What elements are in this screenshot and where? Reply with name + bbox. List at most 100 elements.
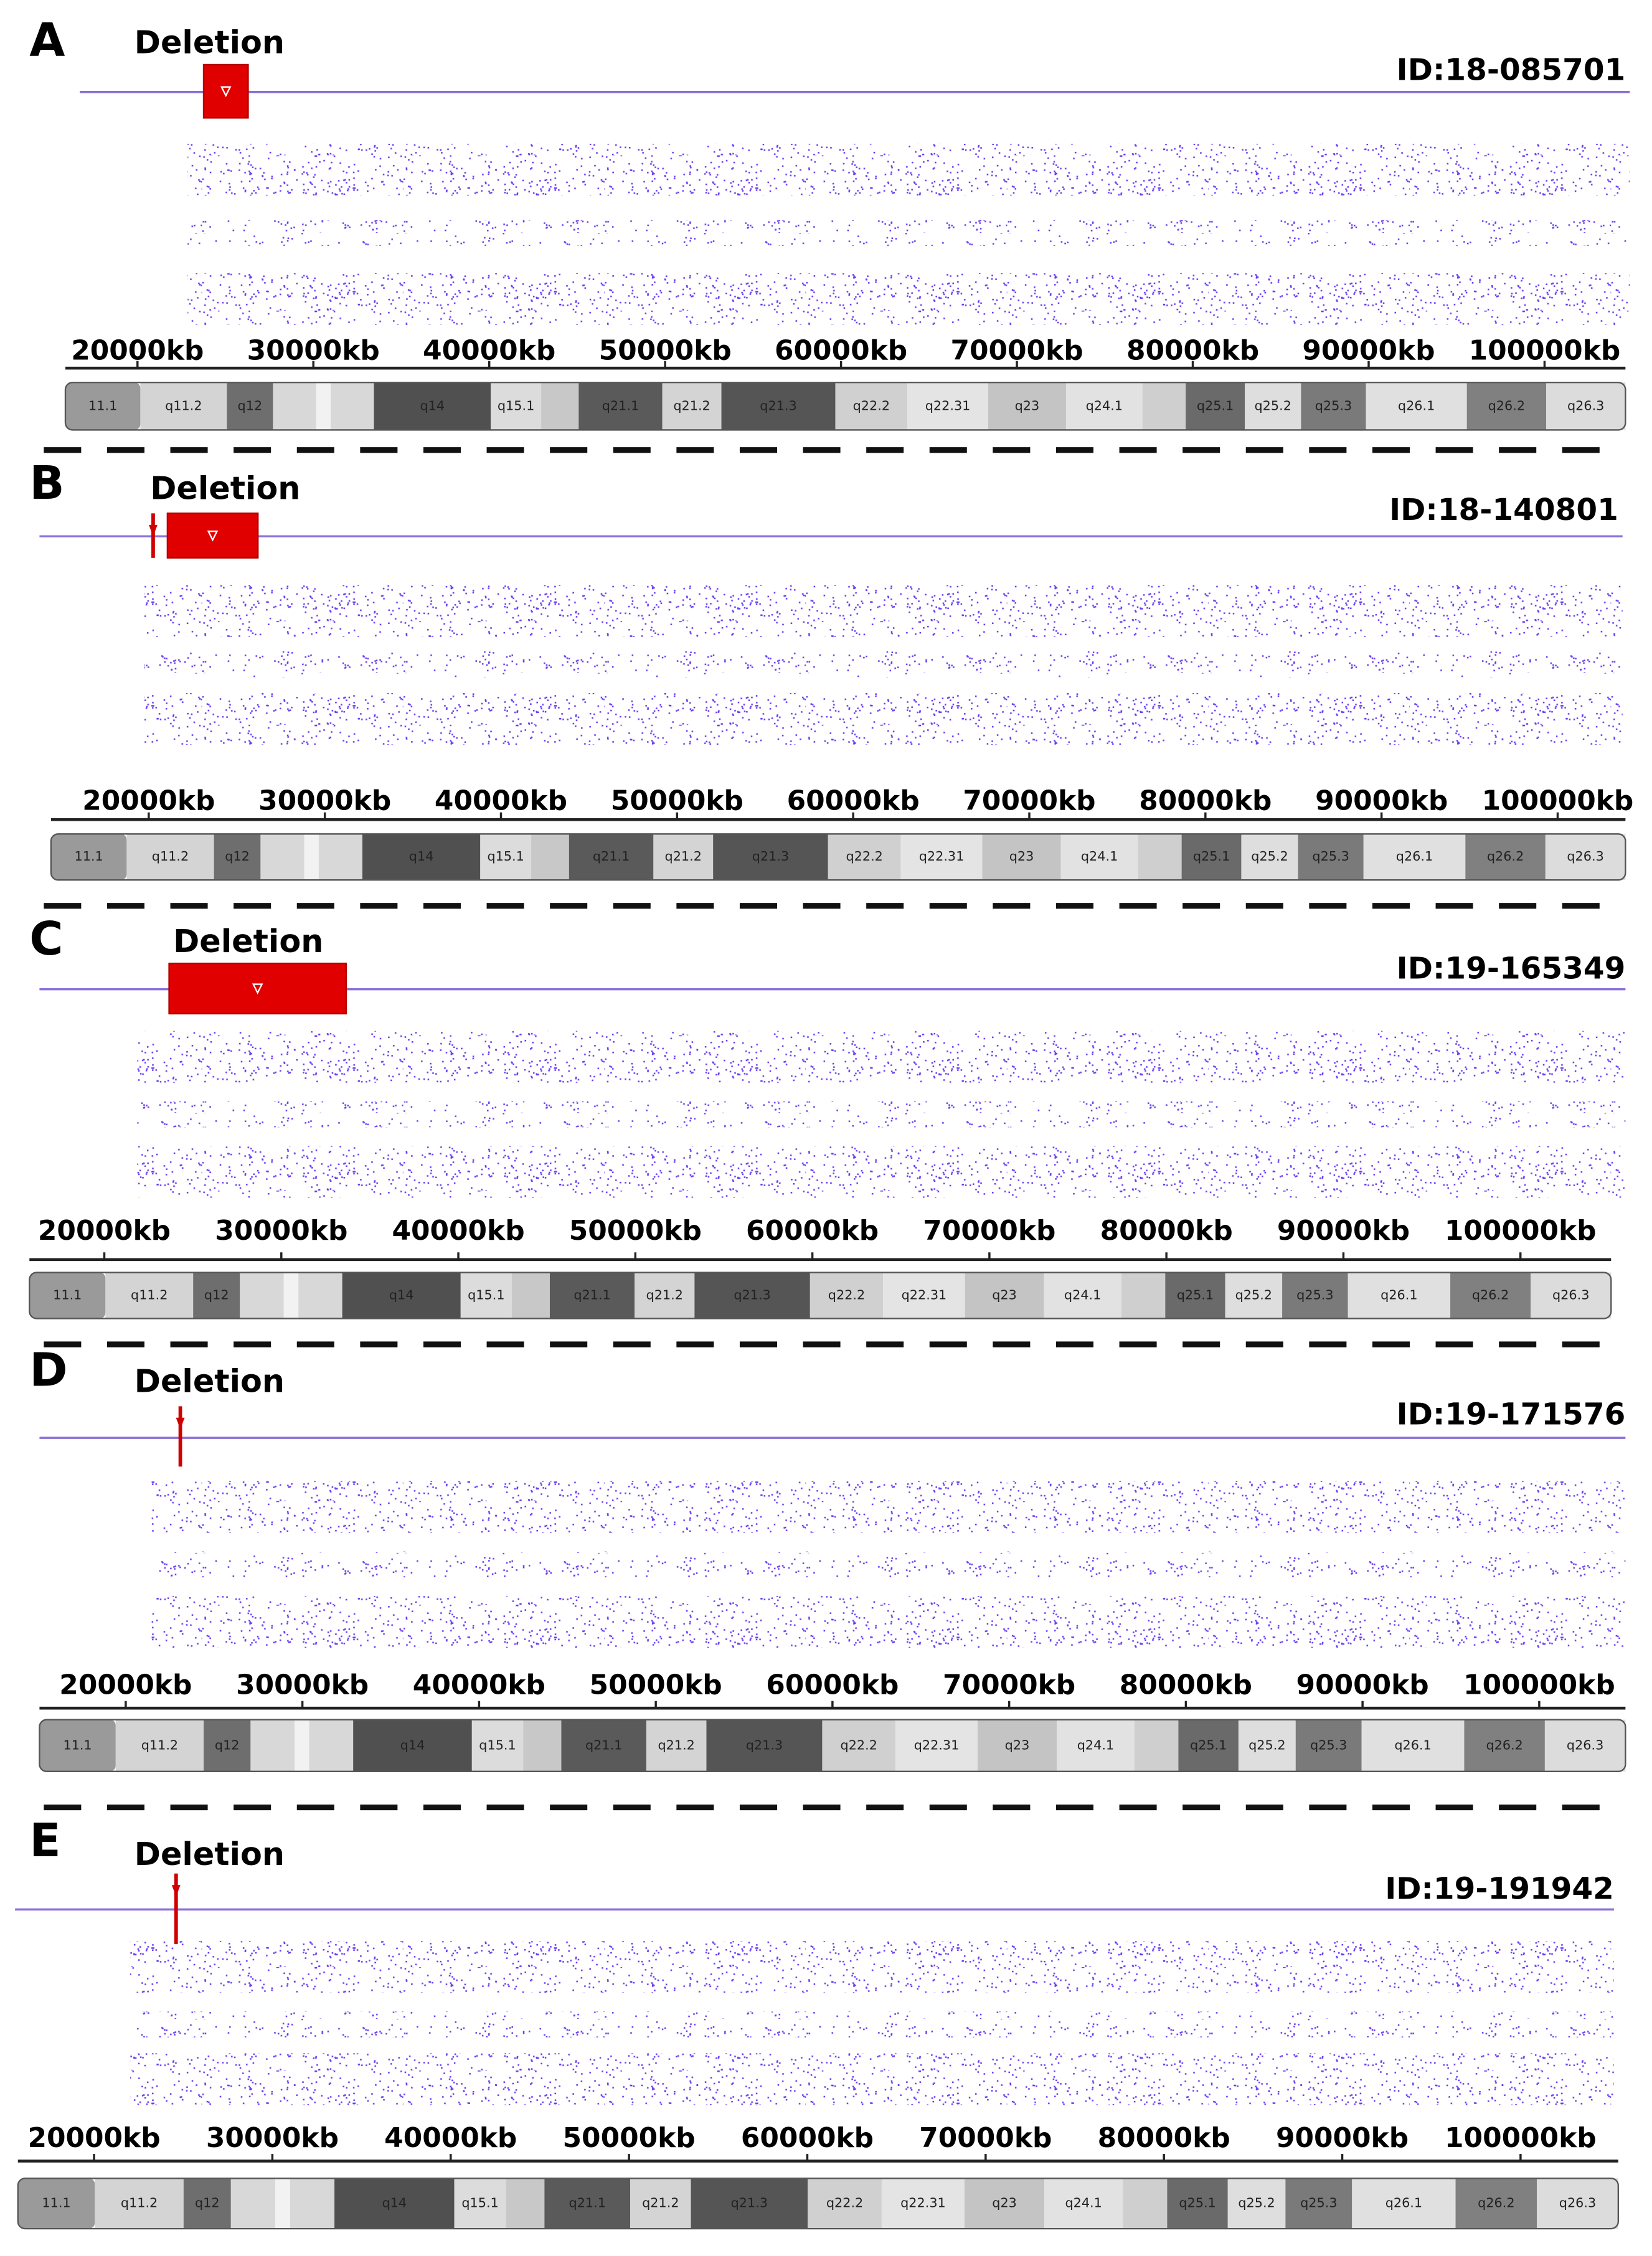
band-label: q22.31 — [900, 2196, 946, 2211]
band-label: q22.31 — [919, 849, 965, 864]
x-tick-label: 70000kb — [919, 2122, 1052, 2154]
x-tick-label: 70000kb — [963, 785, 1095, 816]
ideogram-band — [982, 834, 1061, 880]
x-tick-label: 90000kb — [1277, 1215, 1410, 1247]
ideogram-band — [454, 2178, 506, 2229]
ideogram-band — [1065, 382, 1143, 430]
band-label: q25.2 — [1251, 849, 1288, 864]
ideogram-band — [115, 1719, 204, 1772]
ideogram-band — [808, 2178, 882, 2229]
band-label: q14 — [400, 1737, 425, 1752]
x-tick-label: 30000kb — [206, 2122, 339, 2154]
ideogram-band — [1225, 1272, 1283, 1319]
snp-dots — [187, 273, 1630, 325]
deletion-label: Deletion — [135, 1836, 285, 1872]
ideogram-band — [721, 382, 836, 430]
band-label: q21.2 — [642, 2196, 679, 2211]
x-tick-label: 50000kb — [563, 2122, 696, 2154]
ideogram-band — [883, 1272, 965, 1319]
ideogram-band — [1531, 1272, 1612, 1319]
band-label: q23 — [1015, 398, 1040, 413]
band-label: q24.1 — [1065, 2196, 1102, 2211]
ideogram-band — [1285, 2178, 1352, 2229]
ideogram-outline — [50, 833, 1626, 881]
x-tick-label: 30000kb — [247, 335, 380, 367]
ideogram-band — [828, 834, 901, 880]
ideogram-band — [1238, 1719, 1296, 1772]
band-label: 11.1 — [53, 1288, 82, 1303]
ideogram-band — [250, 1719, 295, 1772]
ideogram-band — [1044, 1272, 1121, 1319]
x-tick-label: 80000kb — [1120, 1669, 1252, 1701]
ideogram-band — [1361, 1719, 1465, 1772]
ideogram-band — [1352, 2178, 1456, 2229]
sample-id: ID:19-191942 — [1385, 1871, 1614, 1906]
ideogram-band — [1366, 382, 1467, 430]
band-label: q22.2 — [853, 398, 890, 413]
ideogram-band — [653, 834, 714, 880]
band-label: q25.1 — [1193, 849, 1230, 864]
sample-id: ID:18-140801 — [1389, 493, 1618, 527]
band-label: q26.2 — [1478, 2196, 1514, 2211]
band-label: q21.2 — [673, 398, 710, 413]
x-tick-label: 60000kb — [775, 335, 907, 367]
ideogram-band — [1245, 382, 1301, 430]
x-tick-label: 100000kb — [1482, 785, 1634, 816]
ideogram-band — [126, 834, 214, 880]
ideogram-band — [39, 1719, 116, 1772]
band-label: q25.1 — [1190, 1737, 1227, 1752]
ideogram-band — [569, 834, 654, 880]
x-tick-label: 20000kb — [27, 2122, 160, 2154]
ideogram-band — [1545, 834, 1626, 880]
band-label: q24.1 — [1081, 849, 1118, 864]
ideogram-band — [1348, 1272, 1451, 1319]
x-tick-label: 50000kb — [590, 1669, 722, 1701]
band-label: q26.1 — [1381, 1288, 1417, 1303]
ideogram-band — [713, 834, 828, 880]
band-label: q22.2 — [841, 1737, 877, 1752]
band-label: q23 — [992, 2196, 1017, 2211]
band-label: q25.1 — [1197, 398, 1234, 413]
ideogram-band — [1241, 834, 1298, 880]
band-label: q21.2 — [646, 1288, 683, 1303]
band-label: q15.1 — [468, 1288, 504, 1303]
ideogram-band — [491, 382, 542, 430]
ideogram-band — [353, 1719, 472, 1772]
band-label: q22.31 — [914, 1737, 960, 1752]
ideogram-band — [706, 1719, 823, 1772]
band-label: 11.1 — [75, 849, 103, 864]
band-label: q15.1 — [461, 2196, 498, 2211]
deletion-box — [168, 962, 347, 1015]
x-tick-label: 20000kb — [59, 1669, 192, 1701]
x-tick-label: 30000kb — [215, 1215, 347, 1247]
x-tick-label: 60000kb — [787, 785, 920, 816]
snp-dots — [130, 1941, 1614, 1993]
x-tick-label: 40000kb — [423, 335, 555, 367]
deletion-arrowhead — [149, 524, 158, 537]
x-tick-label: 80000kb — [1139, 785, 1272, 816]
ideogram-band — [362, 834, 481, 880]
ideogram-band — [204, 1719, 251, 1772]
x-tick-label: 20000kb — [38, 1215, 171, 1247]
band-label: q26.3 — [1559, 2196, 1596, 2211]
x-tick-label: 90000kb — [1296, 1669, 1429, 1701]
snp-dots — [144, 692, 1623, 745]
ideogram-band — [1044, 2178, 1123, 2229]
ideogram-band — [1142, 382, 1186, 430]
ideogram-band — [260, 834, 304, 880]
band-label: q21.3 — [752, 849, 789, 864]
ideogram-band — [977, 1719, 1057, 1772]
band-label: q23 — [1005, 1737, 1030, 1752]
ideogram-outline — [29, 1272, 1612, 1319]
band-label: q15.1 — [479, 1737, 516, 1752]
panel: D Deletion ID:19-171576 20000kb 30000kb 40000… — [29, 1344, 1626, 1772]
band-label: q21.2 — [665, 849, 702, 864]
band-label: q25.1 — [1179, 2196, 1215, 2211]
band-label: q26.2 — [1472, 1288, 1509, 1303]
band-label: q21.3 — [734, 1288, 770, 1303]
ideogram-band — [304, 834, 319, 880]
ideogram-band — [662, 382, 722, 430]
x-tick-label: 50000kb — [569, 1215, 702, 1247]
ideogram-band — [309, 1719, 354, 1772]
ideogram-band — [1227, 2178, 1286, 2229]
